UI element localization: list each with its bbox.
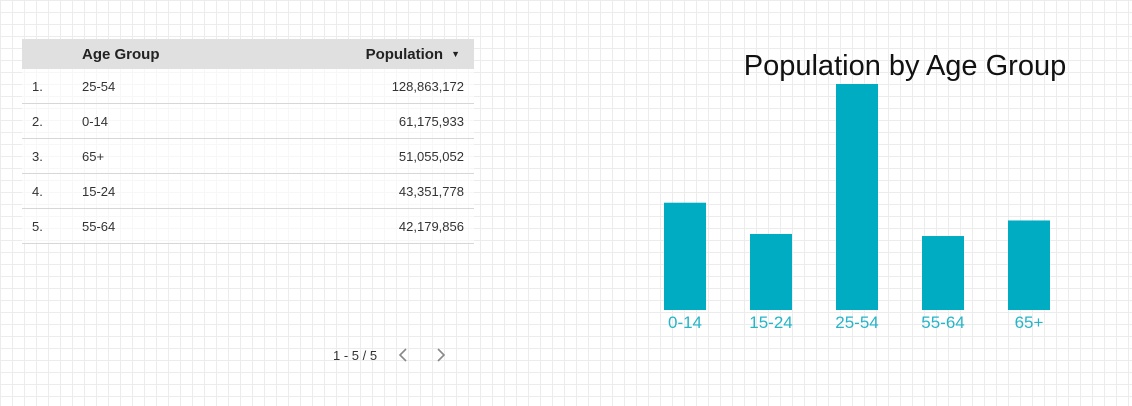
bar-15-24[interactable] (750, 233, 792, 310)
x-tick-label: 65+ (1015, 313, 1044, 332)
row-age-group: 15-24 (82, 183, 116, 199)
row-index: 4. (32, 183, 43, 199)
row-age-group: 0-14 (82, 113, 109, 129)
row-age-group: 55-64 (82, 218, 116, 234)
row-index: 1. (32, 78, 43, 94)
row-index: 5. (32, 218, 43, 234)
x-tick-label: 0-14 (668, 313, 702, 332)
sort-descending-icon[interactable]: ▼ (451, 48, 460, 59)
row-population: 43,351,778 (398, 183, 464, 199)
row-population: 61,175,933 (398, 113, 464, 129)
x-tick-label: 25-54 (835, 313, 878, 332)
header-population-label: Population (365, 45, 444, 63)
chevron-left-icon[interactable] (391, 343, 415, 367)
bar-chart-panel: 0-14 15-24 25-54 55-64 65+ Population by Age… (640, 40, 1080, 340)
table-row: 5. 55-64 42,179,856 (22, 209, 474, 244)
pagination: 1 - 5 / 5 (333, 343, 453, 367)
x-tick-label: 15-24 (749, 313, 792, 332)
table-row: 2. 0-14 61,175,933 (22, 104, 474, 139)
bar-55-64[interactable] (922, 236, 964, 310)
row-index: 3. (32, 148, 43, 164)
row-age-group: 65+ (82, 148, 105, 164)
chevron-right-icon[interactable] (429, 343, 453, 367)
x-tick-label: 55-64 (921, 313, 964, 332)
population-table: Age Group Population ▼ 1. 25-54 128,863,1… (22, 39, 474, 244)
bar-chart: 0-14 15-24 25-54 55-64 65+ (664, 84, 1050, 332)
pagination-label: 1 - 5 / 5 (333, 347, 378, 363)
row-index: 2. (32, 113, 43, 129)
table-row: 1. 25-54 128,863,172 (22, 69, 474, 104)
header-age-group[interactable]: Age Group (82, 45, 160, 63)
table-row: 4. 15-24 43,351,778 (22, 174, 474, 209)
row-population: 51,055,052 (398, 148, 464, 164)
chart-title: Population by Age Group (743, 50, 1067, 82)
row-population: 128,863,172 (391, 78, 464, 94)
bar-65+[interactable] (1008, 220, 1050, 310)
table-header: Age Group Population ▼ (22, 39, 474, 69)
row-population: 42,179,856 (398, 218, 464, 234)
bar-0-14[interactable] (664, 202, 706, 310)
table-row: 3. 65+ 51,055,052 (22, 139, 474, 174)
bar-25-54[interactable] (836, 84, 878, 310)
header-population[interactable]: Population ▼ (274, 46, 474, 63)
row-age-group: 25-54 (82, 78, 116, 94)
